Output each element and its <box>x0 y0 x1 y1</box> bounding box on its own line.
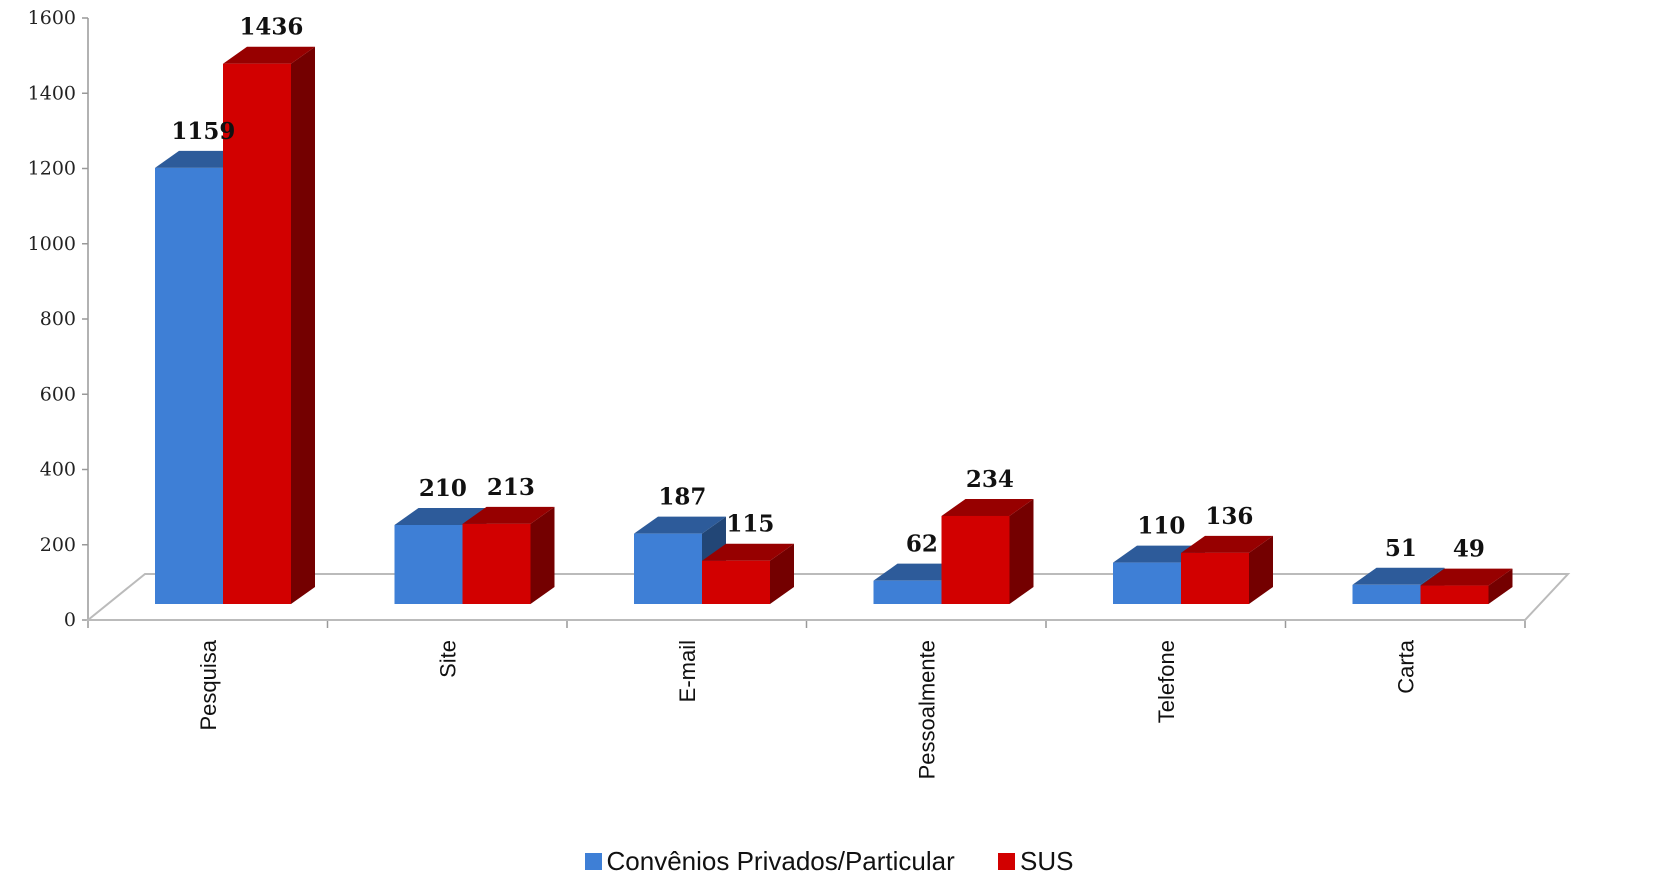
bar <box>394 524 463 604</box>
category-label: Telefone <box>1154 640 1179 723</box>
category-label: Pesquisa <box>196 639 221 730</box>
data-label: 115 <box>726 511 774 538</box>
chart-bars <box>155 46 1513 604</box>
y-tick-label: 1400 <box>28 82 76 104</box>
bar-side <box>1249 535 1273 604</box>
bar <box>1420 585 1489 604</box>
chart-labels: 1159 1436 Pesquisa 210 213 Site 187 115 E-mail 62… <box>171 14 1485 780</box>
bar-top <box>702 543 794 561</box>
data-label: 1159 <box>171 118 235 145</box>
bar-top <box>462 506 555 524</box>
y-tick-label: 800 <box>40 308 76 330</box>
y-tick-label: 1000 <box>28 233 76 255</box>
data-label: 136 <box>1205 503 1253 530</box>
bar <box>462 523 531 604</box>
legend-swatch-series-2 <box>998 853 1016 870</box>
bar-top <box>1352 567 1445 585</box>
data-label: 62 <box>906 531 938 558</box>
bar <box>873 580 942 604</box>
data-label: 1436 <box>239 14 303 41</box>
bar-side <box>530 506 555 604</box>
bar <box>1113 562 1181 604</box>
category-label: Site <box>435 640 460 678</box>
category-label: Pessoalmente <box>914 640 939 779</box>
legend-label-series-1: Convênios Privados/Particular <box>606 846 955 876</box>
data-label: 187 <box>658 484 706 511</box>
y-tick-label: 400 <box>40 459 76 481</box>
data-label: 110 <box>1137 513 1185 540</box>
data-label: 51 <box>1385 535 1417 562</box>
bar <box>1352 584 1421 604</box>
bar-top <box>941 498 1034 516</box>
data-label: 210 <box>419 475 467 502</box>
data-label: 49 <box>1453 536 1485 563</box>
bar-top <box>634 516 726 534</box>
bar-top <box>223 46 315 64</box>
bar-top <box>1420 568 1513 586</box>
bar <box>155 167 223 604</box>
data-label: 234 <box>966 466 1014 493</box>
y-tick-label: 200 <box>40 534 76 556</box>
bar-side <box>1009 498 1034 604</box>
category-label: E-mail <box>675 640 700 702</box>
category-label: Carta <box>1393 639 1418 694</box>
bar-side <box>291 46 315 604</box>
data-label: 213 <box>487 474 535 501</box>
bar-top <box>394 507 487 525</box>
legend-item-series-2: SUS <box>998 846 1073 877</box>
legend-item-series-1: Convênios Privados/Particular <box>584 846 955 877</box>
chart-axes: 0 200 400 600 800 1000 1200 1400 1600 <box>28 7 1526 631</box>
y-tick-label: 1600 <box>28 7 76 29</box>
y-tick-label: 1200 <box>28 158 76 180</box>
bar <box>223 63 291 604</box>
y-tick-label: 0 <box>64 609 76 631</box>
bar <box>941 515 1010 604</box>
legend-swatch-series-1 <box>584 853 602 870</box>
bar <box>634 533 702 604</box>
chart-legend: Convênios Privados/Particular SUS <box>0 846 1658 877</box>
legend-label-series-2: SUS <box>1020 846 1074 876</box>
bar-side <box>1488 568 1513 604</box>
bar-side <box>770 543 794 604</box>
y-tick-label: 600 <box>40 383 76 405</box>
bar <box>1181 552 1249 604</box>
bar-top <box>1181 535 1273 553</box>
bar <box>702 560 770 604</box>
